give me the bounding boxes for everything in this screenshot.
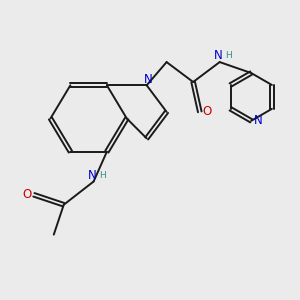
Text: N: N: [88, 169, 96, 182]
Text: H: H: [226, 51, 232, 60]
Text: H: H: [100, 171, 106, 180]
Text: O: O: [202, 105, 212, 118]
Text: O: O: [22, 188, 32, 201]
Text: N: N: [144, 73, 152, 86]
Text: N: N: [254, 114, 263, 127]
Text: N: N: [214, 49, 222, 62]
